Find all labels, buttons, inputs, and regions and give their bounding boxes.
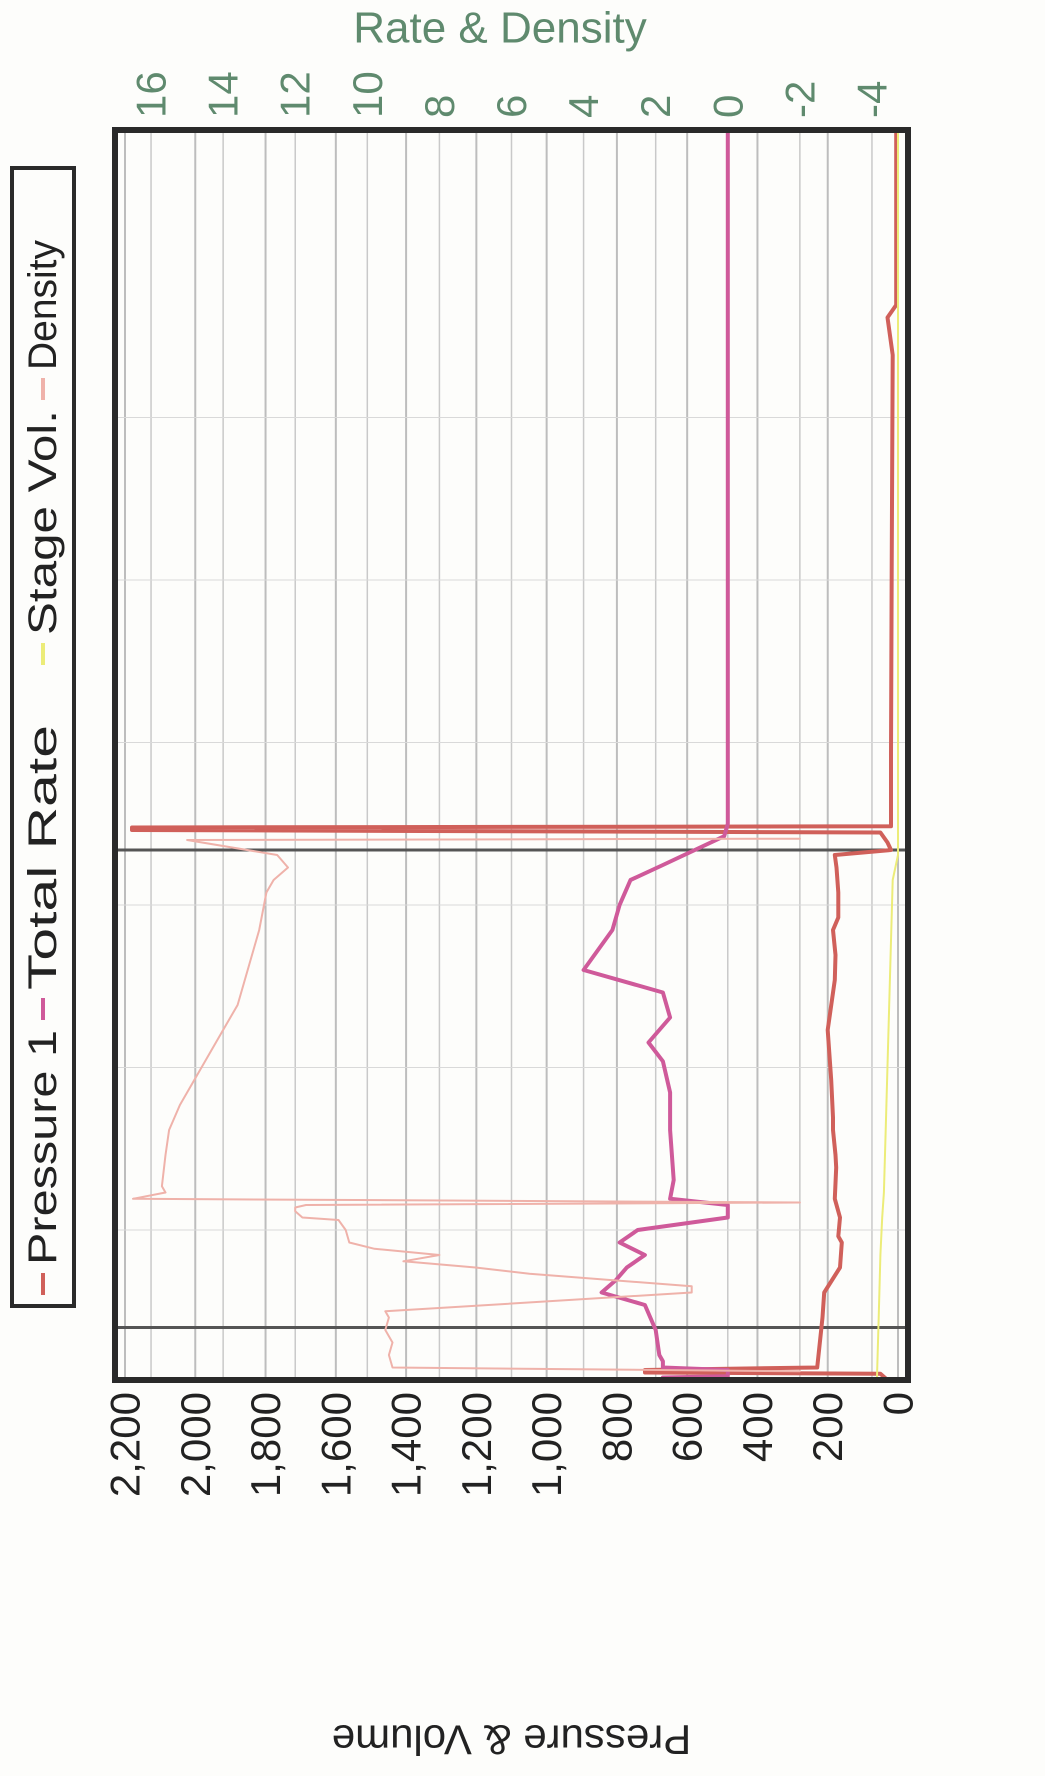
left-axis-ticks: 0 200 400 600 800 1,000 1,200 1,400 1,600 1,800 2,… xyxy=(102,1392,922,1497)
right-axis-tick-label: 12 xyxy=(272,71,319,118)
right-axis-tick-label: 2 xyxy=(632,95,679,118)
left-axis-tick-label: 2,200 xyxy=(102,1392,149,1497)
left-axis-tick-label: 600 xyxy=(664,1392,711,1462)
left-axis-label: Pressure & Volume xyxy=(332,1717,692,1764)
left-axis-tick-label: 800 xyxy=(593,1392,640,1462)
series-layer xyxy=(130,128,899,1382)
left-axis-tick-label: 1,200 xyxy=(453,1392,500,1497)
legend-label: Density xyxy=(21,240,65,370)
right-axis-tick-label: 10 xyxy=(344,71,391,118)
left-axis-tick-label: 1,800 xyxy=(242,1392,289,1497)
left-axis-tick-label: 200 xyxy=(804,1392,851,1462)
legend: Pressure 1 Total Rate Stage Vol. Density xyxy=(10,166,76,1308)
legend-entries: Pressure 1 Total Rate Stage Vol. Density xyxy=(21,240,65,1295)
plot-frame xyxy=(112,127,911,1383)
grid-layer xyxy=(115,130,908,1380)
right-axis-tick-label: -4 xyxy=(848,81,895,118)
series-line-stage-vol- xyxy=(875,129,899,1381)
left-axis-tick-label: 1,400 xyxy=(383,1392,430,1497)
right-axis-tick-label: 16 xyxy=(128,71,175,118)
left-axis-tick-label: 1,600 xyxy=(312,1392,359,1497)
series-line-pressure-1 xyxy=(130,128,899,1382)
right-axis-tick-label: 8 xyxy=(416,95,463,118)
series-line-density xyxy=(132,837,801,1373)
legend-label: Stage Vol. xyxy=(21,410,65,635)
legend-label: Pressure 1 xyxy=(21,1030,65,1265)
right-axis-tick-label: 6 xyxy=(488,95,535,118)
left-axis-tick-label: 0 xyxy=(875,1392,922,1415)
left-axis-tick-label: 2,000 xyxy=(172,1392,219,1497)
right-axis-tick-label: -2 xyxy=(776,81,823,118)
legend-box xyxy=(10,166,76,1308)
left-axis-tick-label: 400 xyxy=(734,1392,781,1462)
right-axis-label: Rate & Density xyxy=(353,4,646,53)
left-axis-tick-label: 1,000 xyxy=(523,1392,570,1497)
right-axis-ticks: -4 -2 0 2 4 6 8 10 12 14 16 xyxy=(128,71,896,118)
series-line-total-rate xyxy=(581,128,730,1382)
right-axis-tick-label: 4 xyxy=(560,95,607,118)
legend-label: Total Rate xyxy=(21,725,65,990)
right-axis-tick-label: 0 xyxy=(704,95,751,118)
right-axis-tick-label: 14 xyxy=(200,71,247,118)
